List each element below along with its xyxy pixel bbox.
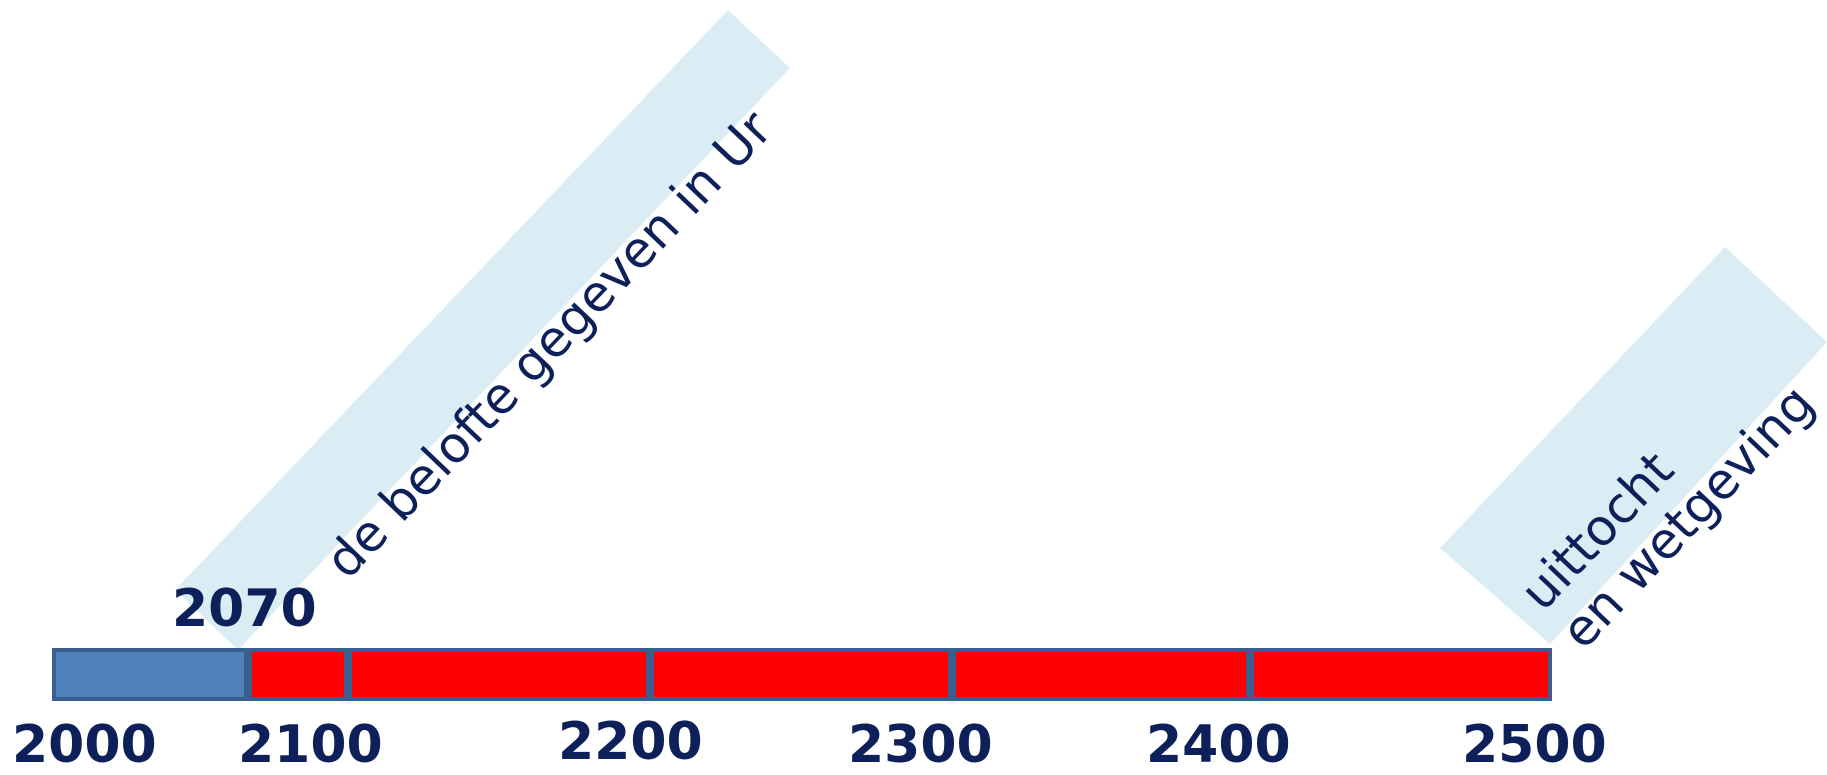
tick-label-2400: 2400 <box>1146 715 1291 775</box>
timeline-segment-2000-2070 <box>52 648 248 701</box>
timeline-segment-2100-2200 <box>348 648 650 701</box>
tick-label-2100: 2100 <box>238 715 383 775</box>
event-banner-ur <box>175 10 790 650</box>
tick-label-2500: 2500 <box>1462 715 1607 775</box>
tick-label-2200: 2200 <box>558 712 703 772</box>
tick-label-2300: 2300 <box>848 715 993 775</box>
timeline-segment-2070-2100 <box>248 648 348 701</box>
marker-label: 2070 <box>172 579 317 639</box>
event-banner-uittocht <box>1440 247 1827 644</box>
timeline-segment-2300-2400 <box>952 648 1250 701</box>
timeline-segment-2400-2500 <box>1250 648 1552 701</box>
tick-label-2000: 2000 <box>12 715 157 775</box>
timeline-segment-2200-2300 <box>650 648 952 701</box>
